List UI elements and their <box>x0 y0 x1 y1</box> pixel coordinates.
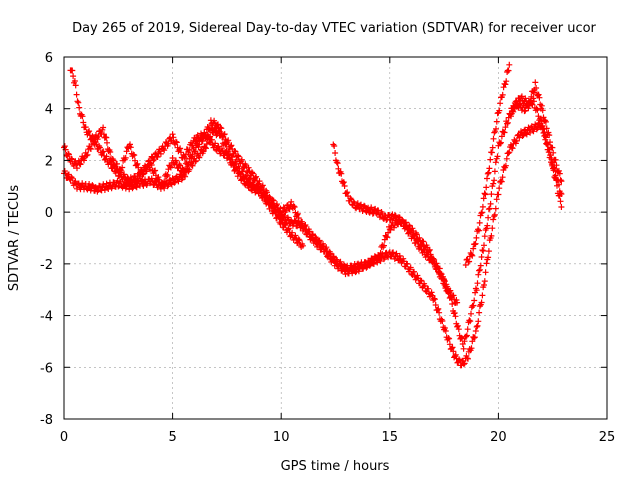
grid-lines <box>64 57 607 419</box>
y-tick-label: -2 <box>40 258 53 273</box>
y-tick-label: 4 <box>45 103 53 118</box>
y-tick-label: 0 <box>45 206 53 221</box>
x-tick-label: 25 <box>599 430 616 445</box>
series-track-c <box>67 67 306 250</box>
x-tick-label: 10 <box>273 430 290 445</box>
plot-frame <box>63 56 608 420</box>
y-axis-label: SDTVAR / TECUs <box>7 185 22 292</box>
x-tick-label: 5 <box>168 430 176 445</box>
x-tick-label: 20 <box>490 430 507 445</box>
series-track-b <box>61 95 565 352</box>
series-track-e <box>462 61 513 268</box>
series-markers <box>67 67 306 250</box>
series-markers <box>330 141 461 306</box>
y-tick-label: -6 <box>40 361 53 376</box>
x-tick-label: 0 <box>60 430 68 445</box>
chart-title: Day 265 of 2019, Sidereal Day-to-day VTE… <box>72 21 596 36</box>
series-markers <box>462 61 513 268</box>
y-tick-label: 6 <box>45 51 53 66</box>
y-tick-label: 2 <box>45 154 53 169</box>
series-track-f <box>508 79 565 185</box>
x-tick-label: 15 <box>382 430 399 445</box>
axis-ticks: 0 5 10 15 20 25 -8 -6 -4 -2 0 2 4 6 <box>40 51 615 445</box>
series-markers <box>508 79 565 185</box>
y-tick-label: -4 <box>40 310 53 325</box>
y-tick-label: -8 <box>40 413 53 428</box>
x-axis-label: GPS time / hours <box>281 459 390 474</box>
data-points <box>61 61 565 369</box>
series-markers <box>61 95 565 352</box>
series-track-d <box>330 141 461 306</box>
